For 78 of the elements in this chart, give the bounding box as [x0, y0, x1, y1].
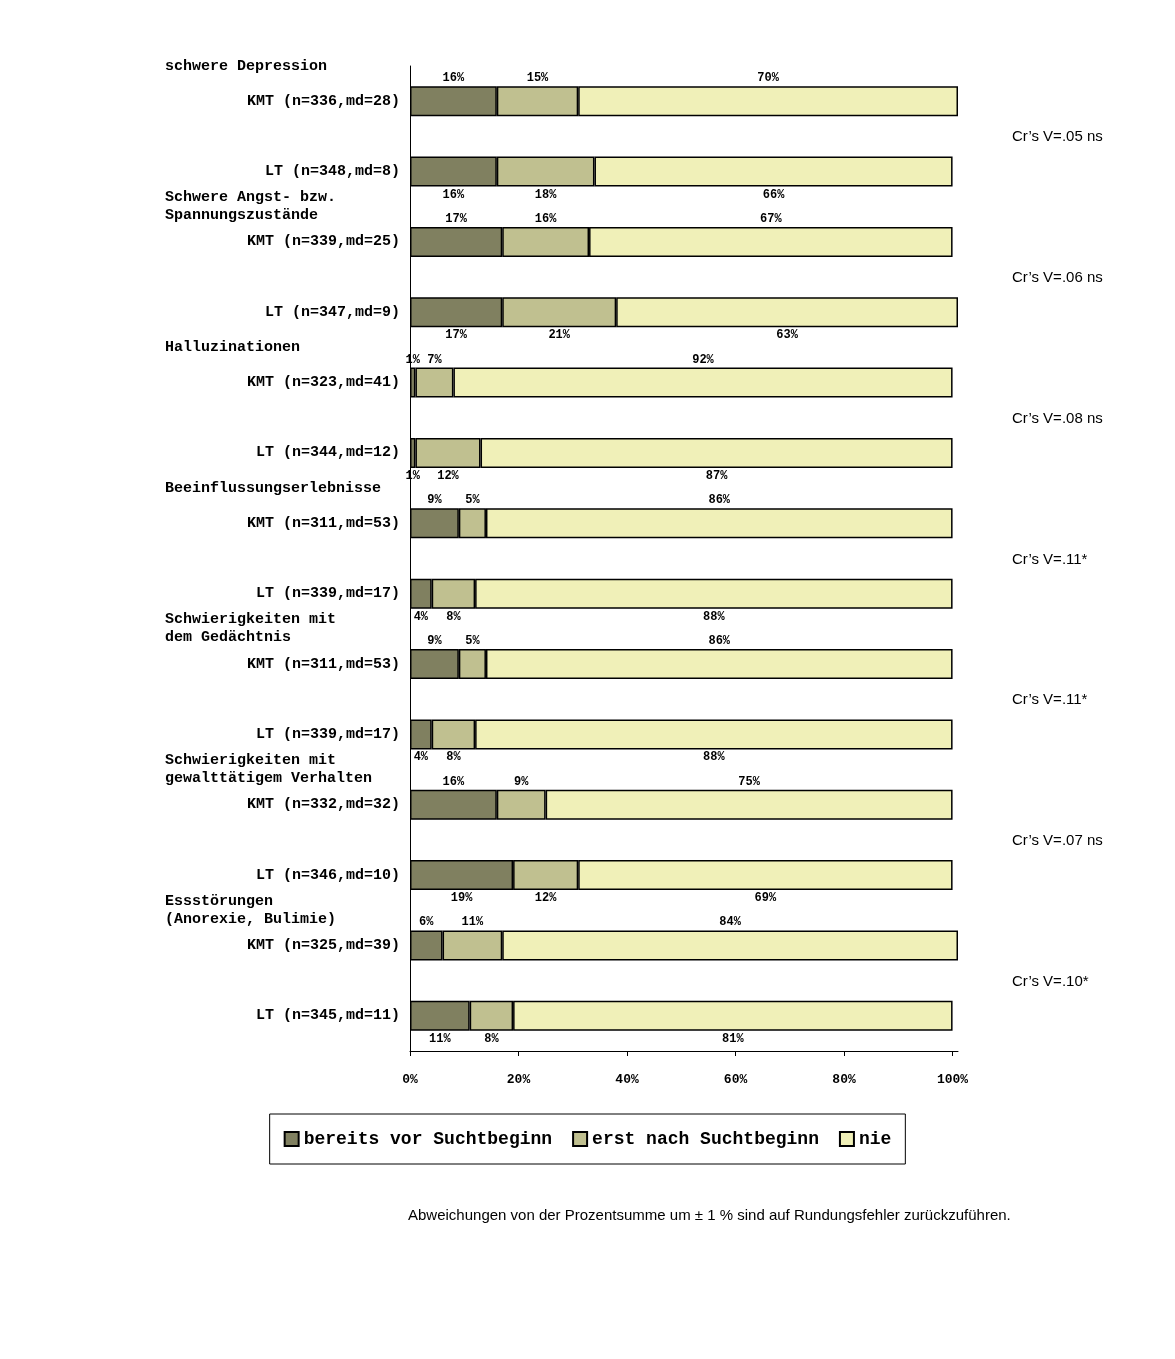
y-tick-label: KMT (n=325,md=39): [246, 936, 400, 954]
data-label: 16%: [442, 774, 465, 789]
data-label: 12%: [437, 468, 460, 483]
legend-label: nie: [858, 1129, 892, 1149]
data-label: 16%: [534, 211, 558, 226]
data-label: 11%: [461, 915, 484, 930]
data-label: 66%: [762, 187, 786, 202]
data-label: 8%: [446, 750, 462, 765]
legend-label: bereits vor Suchtbeginn: [303, 1129, 553, 1149]
data-label: 9%: [427, 634, 443, 649]
y-tick-label: LT (n=348,md=8): [264, 163, 400, 181]
x-tick-label: 40%: [615, 1072, 639, 1087]
text: Cr’s V=.06 ns: [1012, 268, 1103, 286]
data-label: 17%: [445, 211, 468, 226]
y-tick-label: KMT (n=323,md=41): [246, 374, 400, 392]
data-label: 87%: [705, 468, 729, 483]
y-tick-label: KMT (n=339,md=25): [246, 233, 400, 251]
x-tick-label: 80%: [832, 1072, 856, 1087]
data-label: 8%: [446, 609, 462, 624]
data-label: 4%: [413, 750, 429, 765]
data-label: 70%: [757, 71, 780, 86]
text: Cr’s V=.05 ns: [1012, 127, 1103, 145]
y-tick-label: LT (n=346,md=10): [255, 866, 400, 884]
text: Halluzinationen: [165, 338, 301, 356]
data-label: 86%: [708, 493, 731, 508]
text: Abweichungen von der Prozentsumme um ± 1 % sind auf Rundungsfehler zurückzuführen.: [408, 1205, 1012, 1225]
data-label: 12%: [534, 891, 558, 906]
text: Schwierigkeiten mit gewalttätigem Verhalten: [165, 752, 373, 788]
data-label: 5%: [465, 493, 481, 508]
text: Cr’s V=.10*: [1012, 971, 1089, 989]
data-label: 84%: [719, 915, 742, 930]
data-label: 17%: [445, 328, 468, 343]
data-label: 69%: [754, 891, 777, 906]
y-tick-label: KMT (n=332,md=32): [246, 796, 400, 814]
data-label: 81%: [722, 1031, 745, 1046]
y-tick-label: KMT (n=336,md=28): [246, 92, 400, 110]
data-label: 88%: [703, 750, 726, 765]
data-label: 6%: [419, 915, 435, 930]
data-label: 86%: [708, 634, 731, 649]
data-label: 5%: [465, 634, 481, 649]
text: Schwierigkeiten mit dem Gedächtnis: [165, 611, 337, 647]
data-label: 88%: [703, 609, 726, 624]
text: Essstörungen (Anorexie, Bulimie): [165, 892, 337, 928]
data-label: 16%: [442, 71, 465, 86]
y-tick-label: KMT (n=311,md=53): [246, 655, 400, 673]
y-tick-label: LT (n=339,md=17): [255, 585, 400, 603]
data-label: 8%: [484, 1031, 500, 1046]
data-label: 16%: [442, 187, 465, 202]
y-tick-label: LT (n=344,md=12): [255, 444, 400, 462]
x-tick-label: 60%: [723, 1072, 748, 1087]
data-label: 7%: [427, 352, 443, 367]
data-label: 15%: [526, 71, 550, 86]
y-tick-label: LT (n=347,md=9): [264, 303, 400, 321]
text: Schwere Angst- bzw. Spannungszustände: [165, 189, 337, 225]
text: Cr’s V=.11*: [1012, 549, 1088, 567]
data-label: 11%: [429, 1031, 452, 1046]
legend-label: erst nach Suchtbeginn: [592, 1129, 819, 1149]
text: Cr’s V=.11*: [1012, 690, 1088, 708]
data-label: 9%: [514, 774, 530, 789]
x-tick-label: 100%: [936, 1072, 969, 1087]
data-label: 19%: [450, 891, 474, 906]
data-label: 92%: [692, 352, 715, 367]
text: schwere Depression: [165, 57, 328, 75]
data-label: 63%: [776, 328, 799, 343]
data-label: 4%: [413, 609, 429, 624]
data-label: 21%: [548, 328, 571, 343]
y-tick-label: KMT (n=311,md=53): [246, 514, 400, 532]
text: Cr’s V=.08 ns: [1012, 408, 1103, 426]
data-label: 9%: [427, 493, 443, 508]
y-tick-label: LT (n=339,md=17): [255, 725, 400, 743]
data-label: 18%: [534, 187, 558, 202]
y-tick-label: LT (n=345,md=11): [255, 1007, 400, 1025]
data-label: 75%: [738, 774, 761, 789]
x-tick-label: 0%: [402, 1072, 418, 1087]
text: Beeinflussungserlebnisse: [165, 479, 382, 497]
data-label: 67%: [760, 211, 783, 226]
text: Cr’s V=.07 ns: [1012, 830, 1103, 848]
x-tick-label: 20%: [506, 1072, 531, 1087]
